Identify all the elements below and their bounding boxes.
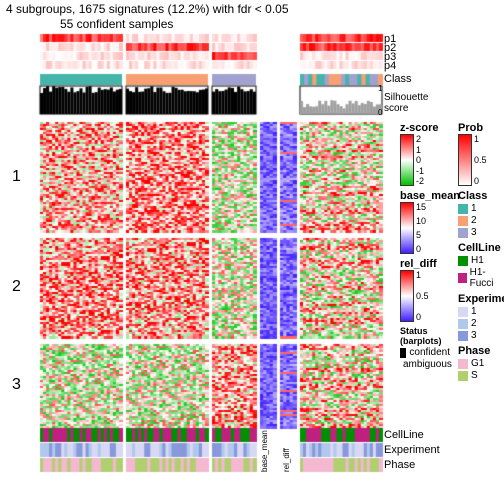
class-label: Class	[384, 73, 412, 85]
leg-bm-title: base_mean	[400, 190, 450, 202]
leg-class-title: Class	[458, 190, 504, 202]
leg-rd-title: rel_diff	[400, 258, 450, 270]
bot-phase: Phase	[384, 459, 415, 471]
col-basemean: base_mean	[260, 430, 269, 472]
silh-tick-1: 1	[378, 84, 382, 93]
bot-cellline: CellLine	[384, 429, 424, 441]
row-label-3: 3	[12, 376, 21, 394]
leg-rd-grad	[400, 270, 414, 322]
leg-status-title: Status (barplots)	[400, 326, 450, 346]
leg-cl-title: CellLine	[458, 242, 504, 254]
legend-col1: z-score 210-1-2 base_mean 151050 rel_dif…	[400, 118, 450, 371]
p4-label: p4	[384, 60, 396, 72]
col-reldiff: rel_diff	[282, 448, 291, 472]
leg-zscore-title: z-score	[400, 122, 450, 134]
row-label-1: 1	[12, 168, 21, 186]
row-label-2: 2	[12, 278, 21, 296]
bot-experiment: Experiment	[384, 444, 440, 456]
leg-zscore-grad	[400, 134, 414, 186]
leg-prob-grad	[458, 134, 472, 186]
leg-prob-title: Prob	[458, 122, 504, 134]
legend-col2: Prob 10.50 Class 123 CellLine H1H1-Fucci…	[458, 118, 504, 382]
leg-phase-title: Phase	[458, 345, 504, 357]
silh-label: Silhouette score	[384, 92, 428, 114]
silh-tick-0: 0	[378, 108, 382, 117]
leg-exp-title: Experiment	[458, 293, 504, 305]
leg-bm-grad	[400, 202, 414, 254]
